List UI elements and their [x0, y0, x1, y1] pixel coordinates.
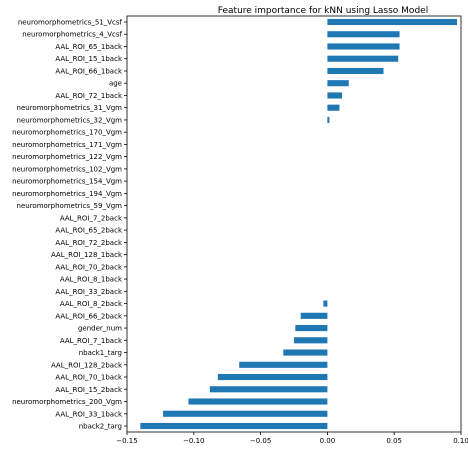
y-tick-label: AAL_ROI_128_1back: [51, 251, 123, 259]
y-tick-label: AAL_ROI_72_2back: [55, 239, 123, 247]
x-tick-label: −0.10: [183, 437, 204, 445]
y-tick-label: AAL_ROI_7_2back: [60, 214, 123, 222]
y-tick-label: neuromorphometrics_4_Vcsf: [22, 31, 122, 39]
y-tick-label: AAL_ROI_7_1back: [60, 337, 123, 345]
bar-age: [327, 80, 349, 87]
x-tick-label: 0.00: [320, 437, 336, 445]
bar-neuromorphometrics_51_Vcsf: [327, 18, 457, 26]
y-tick-label: AAL_ROI_128_2back: [51, 361, 123, 369]
y-tick-label: AAL_ROI_8_2back: [60, 300, 123, 308]
bar-neuromorphometrics_32_Vgm: [327, 116, 330, 123]
y-tick-label: neuromorphometrics_102_Vgm: [12, 165, 122, 173]
axes-frame: [126, 15, 462, 433]
x-tick-label: 0.05: [386, 437, 402, 445]
bar-AAL_ROI_128_2back: [239, 361, 328, 368]
bar-AAL_ROI_33_1back: [163, 410, 328, 417]
y-tick-label: neuromorphometrics_170_Vgm: [12, 129, 122, 137]
bar-gender_num: [295, 325, 328, 332]
y-tick-label: gender_num: [78, 325, 122, 333]
y-tick-label: AAL_ROI_33_1back: [55, 410, 123, 418]
bar-AAL_ROI_66_2back: [300, 312, 328, 319]
y-tick-label: AAL_ROI_70_1back: [55, 374, 123, 382]
y-tick-label: AAL_ROI_65_1back: [55, 43, 123, 51]
bar-neuromorphometrics_31_Vgm: [327, 104, 340, 111]
bar-AAL_ROI_15_2back: [209, 386, 328, 393]
bar-neuromorphometrics_4_Vcsf: [327, 31, 400, 38]
y-tick-label: neuromorphometrics_31_Vgm: [17, 104, 123, 112]
y-tick-label: neuromorphometrics_59_Vgm: [17, 202, 123, 210]
y-tick-label: neuromorphometrics_171_Vgm: [12, 141, 122, 149]
y-tick-label: AAL_ROI_33_2back: [55, 288, 123, 296]
x-tick-label: −0.05: [250, 437, 271, 445]
bar-AAL_ROI_70_1back: [217, 373, 328, 381]
y-tick-label: AAL_ROI_65_2back: [55, 227, 123, 235]
y-tick-label: AAL_ROI_66_2back: [55, 312, 123, 320]
y-tick-label: AAL_ROI_15_2back: [55, 386, 123, 394]
bar-AAL_ROI_66_1back: [327, 67, 384, 75]
bar-AAL_ROI_7_1back: [294, 337, 328, 344]
y-tick-label: AAL_ROI_66_1back: [55, 67, 123, 75]
y-tick-label: AAL_ROI_72_1back: [55, 92, 123, 100]
bar-neuromorphometrics_200_Vgm: [188, 398, 328, 405]
bar-AAL_ROI_65_1back: [327, 43, 400, 50]
y-tick-label: neuromorphometrics_51_Vcsf: [18, 19, 123, 27]
x-tick-label: 0.10: [453, 437, 468, 445]
bar-AAL_ROI_15_1back: [327, 55, 399, 62]
y-tick-label: neuromorphometrics_32_Vgm: [17, 116, 123, 124]
bar-AAL_ROI_8_2back: [323, 300, 328, 307]
bar-nback1_targ: [283, 349, 328, 356]
y-tick-label: nback1_targ: [79, 349, 122, 357]
y-tick-label: age: [109, 80, 122, 88]
x-tick-label: −0.15: [116, 437, 137, 445]
y-tick-label: neuromorphometrics_194_Vgm: [12, 190, 122, 198]
y-tick-label: neuromorphometrics_200_Vgm: [12, 398, 122, 406]
y-tick-label: AAL_ROI_15_1back: [55, 55, 123, 63]
y-tick-label: AAL_ROI_70_2back: [55, 263, 123, 271]
x-tick-group: −0.15 −0.10 −0.05 0.00 0.05 0.10: [116, 432, 468, 445]
y-tick-label: neuromorphometrics_122_Vgm: [12, 153, 122, 161]
bar-nback2_targ: [140, 422, 328, 430]
bar-AAL_ROI_72_1back: [327, 92, 343, 99]
y-tick-label: neuromorphometrics_154_Vgm: [12, 178, 122, 186]
y-tick-label: nback2_targ: [79, 423, 122, 431]
chart-title: Feature importance for kNN using Lasso M…: [218, 6, 428, 16]
bars-group: [140, 18, 457, 430]
y-tick-group: neuromorphometrics_51_Vcsf neuromorphomet…: [12, 19, 127, 431]
y-tick-label: AAL_ROI_8_1back: [60, 276, 123, 284]
